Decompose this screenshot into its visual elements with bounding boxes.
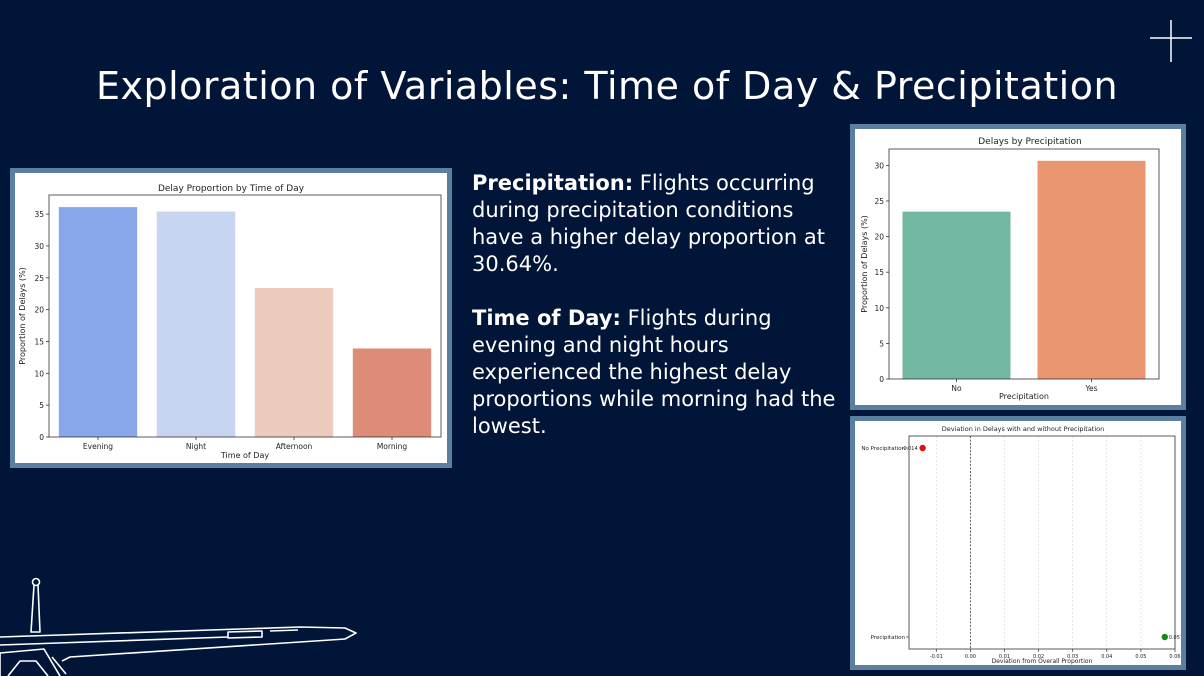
y-tick-label: 25 — [34, 274, 44, 283]
x-tick-label: Morning — [377, 442, 408, 451]
x-tick-label: 0.01 — [999, 654, 1010, 660]
x-tick-label: -0.01 — [930, 654, 943, 660]
x-axis-label: Deviation from Overall Proportion — [992, 658, 1093, 665]
time-of-day-paragraph: Time of Day: Flights during evening and … — [472, 305, 844, 440]
plus-icon — [1150, 20, 1192, 62]
precipitation-chart-frame: Delays by Precipitation 0 5 10 15 20 25 30 No Y… — [850, 124, 1186, 410]
y-tick-label: 15 — [34, 337, 44, 346]
y-tick-label: 5 — [879, 339, 884, 348]
y-category-label: No Precipitation — [861, 446, 905, 452]
x-axis-label: Precipitation — [999, 392, 1049, 401]
x-tick-label: No — [951, 384, 962, 393]
point-precipitation — [1161, 633, 1168, 641]
precipitation-paragraph: Precipitation: Flights occurring during … — [472, 170, 844, 278]
time-of-day-body: Flights during evening and night hours e… — [472, 306, 836, 438]
x-tick-label: 0.06 — [1169, 654, 1180, 660]
chart-title: Deviation in Delays with and without Pre… — [942, 425, 1105, 433]
y-axis-label: Proportion of Delays (%) — [860, 215, 869, 313]
x-tick-label: Night — [186, 442, 206, 451]
y-tick-label: 30 — [34, 242, 44, 251]
bar-night — [156, 211, 236, 437]
precipitation-heading: Precipitation: — [472, 171, 634, 195]
x-axis-label: Time of Day — [220, 451, 269, 460]
slide-title: Exploration of Variables: Time of Day & … — [95, 64, 1119, 108]
y-tick-label: 15 — [874, 268, 884, 277]
y-tick-label: 20 — [34, 306, 44, 315]
time-of-day-bar-chart: Delay Proportion by Time of Day 0 5 10 15 20… — [18, 184, 442, 460]
y-tick-label: 30 — [874, 161, 884, 170]
x-tick-label: 0.03 — [1067, 654, 1078, 660]
y-tick-label: 5 — [39, 401, 44, 410]
x-tick-label: Evening — [83, 442, 113, 451]
x-tick-label: 0.02 — [1033, 654, 1044, 660]
x-tick-label: 0.05 — [1135, 654, 1146, 660]
deviation-chart-frame: Deviation in Delays with and without Pre… — [850, 416, 1186, 670]
explanation-text: Precipitation: Flights occurring during … — [472, 170, 844, 467]
time-of-day-chart-frame: Delay Proportion by Time of Day 0 5 10 15 20… — [10, 168, 452, 468]
y-tick-label: 0 — [39, 433, 44, 442]
y-tick-label: 0 — [879, 375, 884, 384]
point-value-label: -0.014 — [902, 446, 918, 452]
x-tick-label: Yes — [1084, 384, 1097, 393]
point-no-precipitation — [919, 444, 926, 452]
y-tick-label: 20 — [874, 233, 884, 242]
y-tick-label: 10 — [34, 369, 44, 378]
deviation-scatter-chart: Deviation in Delays with and without Pre… — [861, 425, 1181, 665]
bar-yes — [1037, 160, 1146, 379]
y-tick-label: 10 — [874, 304, 884, 313]
chart-title: Delay Proportion by Time of Day — [158, 184, 305, 194]
bar-morning — [352, 348, 432, 437]
y-category-label: Precipitation — [871, 635, 906, 641]
bar-afternoon — [254, 287, 334, 437]
precipitation-bar-chart: Delays by Precipitation 0 5 10 15 20 25 30 No Y… — [860, 137, 1160, 401]
x-tick-label: 0.04 — [1101, 654, 1112, 660]
bar-evening — [58, 207, 138, 437]
x-tick-label: 0.00 — [965, 654, 976, 660]
x-tick-label: Afternoon — [276, 442, 313, 451]
airplane-outline-icon — [0, 577, 357, 676]
y-tick-label: 35 — [34, 210, 44, 219]
precipitation-body: Flights occurring during precipitation c… — [472, 171, 825, 276]
y-axis-label: Proportion of Delays (%) — [18, 267, 27, 365]
bar-no — [902, 211, 1011, 379]
time-of-day-heading: Time of Day: — [472, 306, 621, 330]
y-tick-label: 25 — [874, 197, 884, 206]
chart-title: Delays by Precipitation — [978, 137, 1082, 147]
